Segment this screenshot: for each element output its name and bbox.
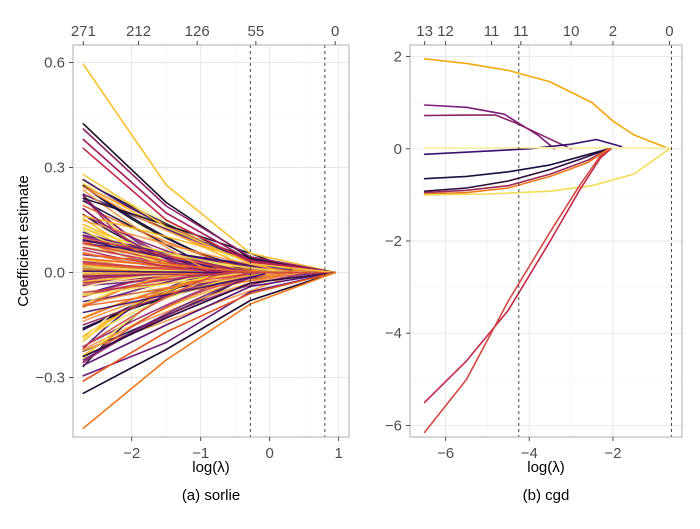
top-tick-label: 10	[563, 23, 580, 40]
coefficient-path	[82, 63, 336, 274]
x-tick-label: 0	[265, 445, 273, 462]
coefficient-path	[82, 271, 336, 348]
coefficient-path	[82, 271, 336, 358]
y-tick-label: −0.3	[35, 370, 65, 387]
x-tick-label: −6	[437, 445, 454, 462]
x-tick-label: −2	[604, 445, 621, 462]
y-tick-label: 0	[394, 141, 402, 158]
coefficient-path	[82, 227, 320, 274]
coefficient-path	[82, 271, 336, 395]
coefficient-path	[82, 180, 336, 274]
panel-caption: (b) cgd	[523, 487, 570, 504]
coefficient-path	[82, 271, 336, 382]
coefficient-path	[423, 148, 610, 195]
coefficient-path	[423, 148, 610, 194]
top-tick-label: 2	[609, 23, 617, 40]
panel-cgd: −6 −4 −2 −6 −4 −2 0 2 13 12 11 11 10 2 0 log(λ) (b) cgd	[385, 23, 683, 504]
top-tick-label: 271	[71, 23, 96, 40]
y-tick-label: −4	[385, 325, 402, 342]
top-tick-label: 212	[126, 23, 151, 40]
x-tick-label: −4	[521, 445, 538, 462]
coefficient-path	[82, 271, 336, 297]
panel-sorlie: −2 −1 0 1 −0.3 0.0 0.3 0.6 271 212 126 55 0 log(λ) (a)…	[35, 23, 350, 504]
x-tick-label: −1	[192, 445, 209, 462]
panel-border	[72, 44, 350, 438]
top-tick-label: 0	[331, 23, 339, 40]
y-tick-label: −6	[385, 417, 402, 434]
top-tick-label: 11	[513, 23, 529, 40]
coefficient-path	[82, 271, 336, 430]
coefficient-path	[423, 104, 556, 150]
coefficient-path	[82, 147, 336, 274]
x-axis-title: log(λ)	[192, 459, 230, 476]
coefficient-path	[423, 148, 671, 196]
y-tick-label: 0.6	[44, 55, 65, 72]
coefficient-path	[82, 189, 336, 274]
y-tick-label: 2	[394, 49, 402, 66]
top-tick-label: 12	[437, 23, 454, 40]
top-tick-label: 13	[416, 23, 433, 40]
coefficient-path	[82, 270, 336, 274]
top-tick-label: 126	[185, 23, 210, 40]
series-group	[82, 63, 336, 430]
coefficient-path	[423, 138, 623, 156]
top-tick-label: 55	[248, 23, 265, 40]
top-tick-label: 11	[484, 23, 500, 40]
coefficient-path	[82, 197, 293, 270]
panel-caption: (a) sorlie	[182, 487, 240, 504]
coefficient-path	[82, 271, 336, 377]
y-tick-label: −2	[385, 233, 402, 250]
coefficient-path	[82, 242, 336, 274]
x-tick-label: 1	[334, 445, 342, 462]
y-tick-label: 0.3	[44, 160, 65, 177]
coefficient-path	[82, 219, 336, 274]
coefficient-path	[82, 173, 336, 274]
coefficient-path	[82, 253, 336, 274]
coefficient-path	[423, 148, 612, 404]
coefficient-path	[423, 148, 610, 192]
y-tick-label: 0.0	[44, 265, 65, 282]
y-axis-title: Coefficient estimate	[15, 175, 32, 306]
x-axis-title: log(λ)	[527, 459, 565, 476]
coefficient-path	[423, 114, 572, 150]
x-tick-label: −2	[123, 445, 140, 462]
coefficient-path	[423, 148, 612, 434]
coefficient-path	[82, 138, 336, 274]
coefficient-path	[82, 271, 336, 367]
coefficient-path	[423, 58, 671, 150]
coefficient-path	[82, 204, 262, 273]
coefficient-path	[82, 128, 336, 274]
coefficient-path	[423, 148, 610, 180]
top-tick-label: 0	[665, 23, 673, 40]
series-group	[423, 58, 671, 434]
coefficient-path	[82, 271, 283, 340]
